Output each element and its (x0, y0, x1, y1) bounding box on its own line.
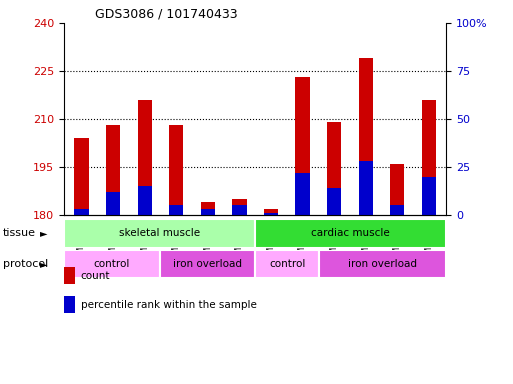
Text: protocol: protocol (3, 259, 48, 269)
Bar (359, 58, 373, 215)
Text: percentile rank within the sample: percentile rank within the sample (81, 300, 256, 310)
Bar (137, 100, 152, 215)
Text: control: control (269, 259, 305, 269)
Bar (160, 250, 255, 278)
Bar (264, 213, 278, 215)
Bar (64, 250, 160, 278)
Text: skeletal muscle: skeletal muscle (119, 228, 200, 238)
Bar (106, 126, 120, 215)
Bar (169, 205, 183, 215)
Bar (74, 209, 89, 215)
Text: tissue: tissue (3, 228, 35, 238)
Bar (169, 126, 183, 215)
Bar (390, 164, 404, 215)
Bar (255, 219, 446, 248)
Bar (390, 205, 404, 215)
Bar (137, 186, 152, 215)
Text: GDS3086 / 101740433: GDS3086 / 101740433 (95, 7, 238, 20)
Bar (74, 138, 89, 215)
Text: ►: ► (40, 228, 47, 238)
Bar (264, 209, 278, 215)
Bar (319, 250, 446, 278)
Text: iron overload: iron overload (348, 259, 417, 269)
Bar (232, 205, 247, 215)
Bar (295, 78, 310, 215)
Bar (232, 199, 247, 215)
Bar (106, 192, 120, 215)
Bar (422, 100, 436, 215)
Bar (201, 202, 215, 215)
Bar (327, 188, 341, 215)
Bar (64, 219, 255, 248)
Text: control: control (94, 259, 130, 269)
Bar (359, 161, 373, 215)
Text: ►: ► (40, 259, 47, 269)
Bar (201, 209, 215, 215)
Text: iron overload: iron overload (173, 259, 242, 269)
Text: count: count (81, 271, 110, 281)
Text: cardiac muscle: cardiac muscle (311, 228, 390, 238)
Bar (327, 122, 341, 215)
Bar (255, 250, 319, 278)
Bar (422, 177, 436, 215)
Bar (295, 173, 310, 215)
